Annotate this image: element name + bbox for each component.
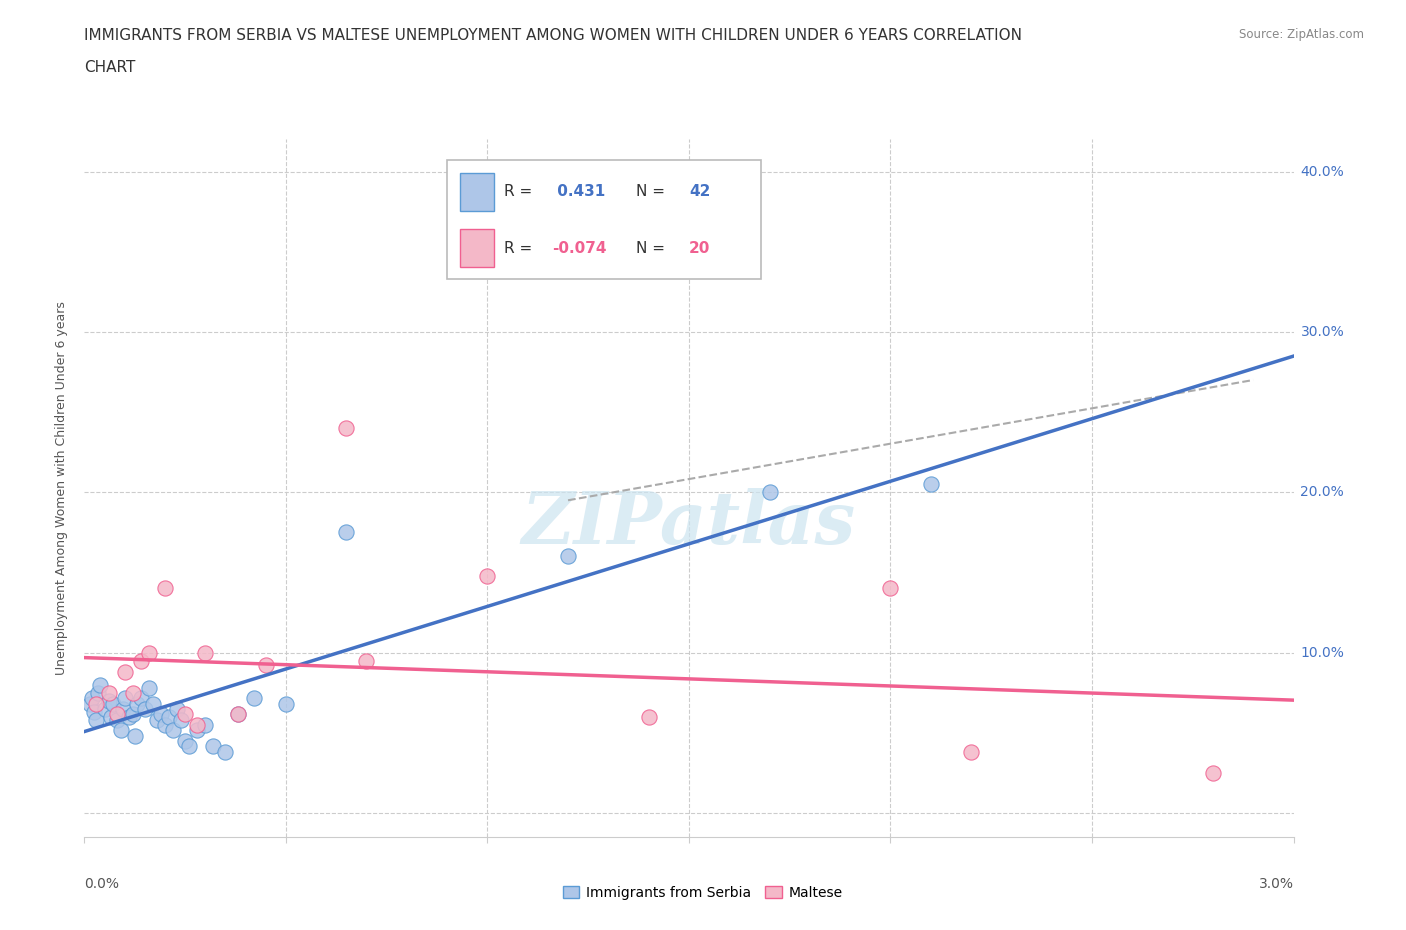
Text: Source: ZipAtlas.com: Source: ZipAtlas.com: [1239, 28, 1364, 41]
Point: [637, 710, 659, 724]
Point: [166, 701, 188, 716]
Text: 0.0%: 0.0%: [84, 877, 120, 891]
Point: [226, 706, 249, 721]
Point: [82, 690, 104, 705]
Point: [111, 701, 134, 716]
Point: [186, 722, 208, 737]
Text: 20.0%: 20.0%: [1301, 485, 1344, 499]
Point: [114, 690, 136, 705]
Point: [920, 477, 942, 492]
Point: [557, 549, 579, 564]
Point: [97, 693, 120, 708]
Point: [226, 706, 249, 721]
Text: IMMIGRANTS FROM SERBIA VS MALTESE UNEMPLOYMENT AMONG WOMEN WITH CHILDREN UNDER 6: IMMIGRANTS FROM SERBIA VS MALTESE UNEMPL…: [84, 28, 1022, 43]
Point: [124, 728, 146, 743]
Point: [79, 697, 101, 711]
Point: [100, 710, 122, 724]
Point: [89, 677, 111, 692]
Point: [202, 738, 225, 753]
Point: [146, 712, 169, 727]
Point: [149, 706, 172, 721]
Point: [174, 706, 197, 721]
Point: [87, 685, 110, 700]
Point: [153, 581, 176, 596]
Point: [138, 681, 160, 696]
Point: [242, 690, 264, 705]
Point: [170, 712, 193, 727]
Point: [114, 664, 136, 679]
Point: [101, 697, 124, 711]
Point: [960, 745, 983, 760]
Point: [121, 706, 143, 721]
Point: [134, 701, 156, 716]
Point: [129, 690, 152, 705]
Point: [335, 525, 357, 539]
Point: [118, 710, 141, 724]
Point: [477, 568, 499, 583]
Point: [142, 697, 165, 711]
Point: [174, 734, 197, 749]
Point: [214, 745, 236, 760]
Point: [879, 581, 901, 596]
Point: [254, 658, 277, 673]
Legend: Immigrants from Serbia, Maltese: Immigrants from Serbia, Maltese: [557, 880, 849, 906]
Point: [157, 710, 180, 724]
Text: 3.0%: 3.0%: [1258, 877, 1294, 891]
Point: [105, 712, 128, 727]
Point: [125, 697, 148, 711]
Point: [129, 653, 152, 668]
Point: [97, 685, 120, 700]
Text: 40.0%: 40.0%: [1301, 165, 1344, 179]
Point: [121, 685, 143, 700]
Text: 30.0%: 30.0%: [1301, 325, 1344, 339]
Point: [153, 717, 176, 732]
Point: [86, 697, 108, 711]
Point: [356, 653, 378, 668]
Point: [162, 722, 184, 737]
Point: [758, 485, 780, 499]
Point: [186, 717, 208, 732]
Point: [110, 722, 132, 737]
Point: [93, 701, 115, 716]
Text: ZIPatlas: ZIPatlas: [522, 487, 856, 559]
Point: [274, 697, 297, 711]
Point: [179, 738, 201, 753]
Point: [83, 705, 105, 720]
Point: [138, 645, 160, 660]
Point: [194, 645, 217, 660]
Point: [194, 717, 217, 732]
Text: 10.0%: 10.0%: [1301, 645, 1344, 659]
Y-axis label: Unemployment Among Women with Children Under 6 years: Unemployment Among Women with Children U…: [55, 301, 69, 675]
Point: [335, 420, 357, 435]
Point: [1202, 765, 1225, 780]
Text: CHART: CHART: [84, 60, 136, 75]
Point: [105, 706, 128, 721]
Point: [86, 712, 108, 727]
